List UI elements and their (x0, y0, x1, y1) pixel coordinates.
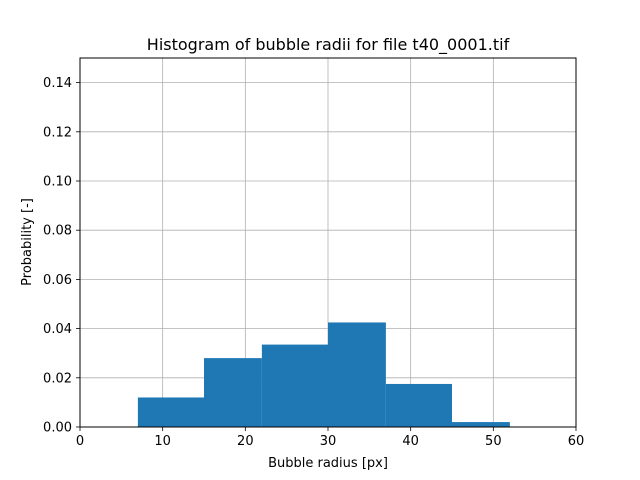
x-tick-label: 30 (320, 434, 337, 449)
histogram-bar (328, 322, 386, 427)
histogram-bar (452, 422, 510, 427)
x-tick-label: 0 (76, 434, 84, 449)
x-tick-label: 60 (568, 434, 585, 449)
y-tick-label: 0.02 (43, 371, 72, 386)
x-tick-label: 10 (154, 434, 171, 449)
histogram-bars (137, 322, 510, 427)
y-axis-ticks: 0.00 0.02 0.04 0.06 0.08 0.10 0.12 0.14 (43, 76, 80, 436)
y-tick-label: 0.06 (43, 273, 72, 288)
x-axis-label: Bubble radius [px] (268, 456, 388, 471)
y-tick-label: 0.08 (43, 224, 72, 239)
x-tick-label: 20 (237, 434, 254, 449)
y-tick-label: 0.12 (43, 125, 72, 140)
histogram-bar (261, 344, 328, 427)
x-tick-label: 50 (485, 434, 502, 449)
histogram-bar (385, 383, 452, 427)
y-tick-label: 0.14 (43, 76, 72, 91)
y-tick-label: 0.00 (43, 421, 72, 436)
x-axis-ticks: 0 10 20 30 40 50 60 (76, 427, 584, 449)
y-tick-label: 0.04 (43, 322, 72, 337)
chart-title: Histogram of bubble radii for file t40_0… (147, 35, 510, 55)
histogram-bar (137, 397, 204, 427)
x-tick-label: 40 (402, 434, 419, 449)
y-tick-label: 0.10 (43, 175, 72, 190)
histogram-bar (204, 358, 262, 427)
y-axis-label: Probability [-] (20, 198, 35, 286)
